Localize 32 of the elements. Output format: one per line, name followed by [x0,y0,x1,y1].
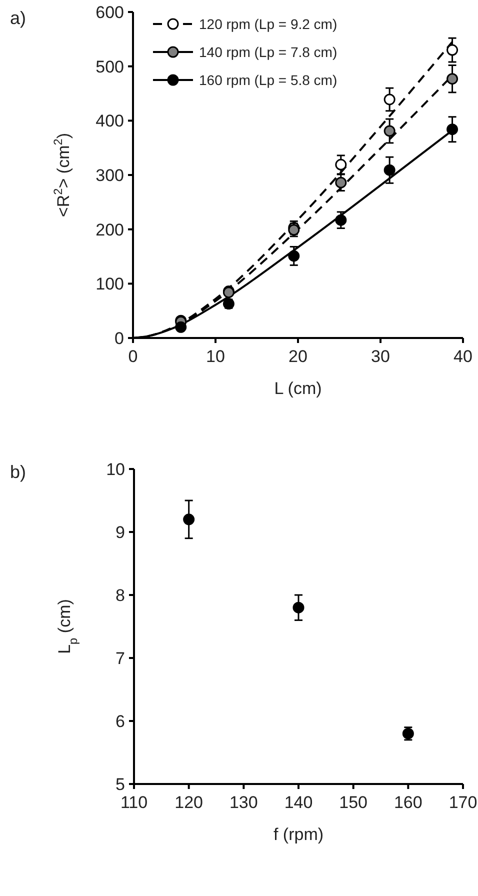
y-tick-label: 400 [96,112,124,131]
x-tick-label: 140 [284,793,313,812]
x-tick-label: 110 [120,793,148,812]
legend-label: 160 rpm (Lp = 5.8 cm) [199,72,338,88]
x-tick-label: 170 [448,793,478,812]
y-tick-label: 9 [116,523,125,542]
x-tick-label: 160 [394,793,422,812]
y-tick-label: 10 [106,460,125,479]
y-tick-label: 100 [96,274,124,294]
legend-label: 120 rpm (Lp = 9.2 cm) [199,16,338,32]
y-tick-label: 600 [96,3,124,22]
y-tick-label: 5 [116,775,125,794]
x-tick-label: 30 [371,347,390,366]
y-tick-label: 0 [114,329,124,348]
y-tick-label: 8 [116,586,125,605]
y-tick-label: 500 [96,57,124,76]
x-tick-label: 0 [128,347,138,366]
y-tick-label: 300 [96,166,124,185]
x-tick-label: 10 [206,347,225,366]
x-tick-label: 40 [454,347,472,366]
chart-title: b) [10,462,26,482]
x-tick-label: 120 [174,793,204,812]
x-tick-label: 130 [229,793,258,812]
x-axis-title: f (rpm) [273,825,324,844]
y-tick-label: 200 [96,220,124,240]
x-axis-title: L (cm) [274,379,322,398]
legend-label: 140 rpm (Lp = 7.8 cm) [199,44,338,60]
y-tick-label: 6 [116,712,125,731]
x-tick-label: 20 [288,347,308,366]
chart-title: a) [10,8,26,28]
y-tick-label: 7 [116,649,125,668]
x-tick-label: 150 [339,793,368,812]
